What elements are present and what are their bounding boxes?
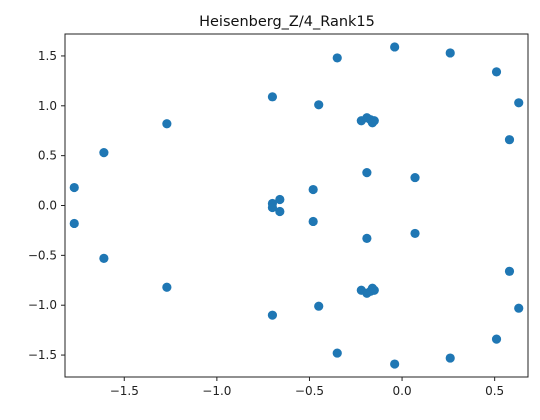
chart-title: Heisenberg_Z/4_Rank15 [199,14,375,30]
data-point [514,98,524,108]
data-point [410,172,420,183]
data-point [314,100,324,110]
data-point [308,216,318,227]
y-tick-label: −1.5 [28,348,57,362]
data-point [267,92,278,102]
data-point [504,266,515,276]
data-point [445,353,455,363]
data-point [162,282,172,292]
data-point [362,168,372,178]
y-tick-label: −0.5 [28,248,57,262]
data-point [69,218,79,229]
data-point [267,202,278,213]
data-point [267,310,278,320]
x-tick-label: 0.0 [393,384,412,398]
data-point [390,359,400,369]
x-tick-label: 0.5 [485,384,504,398]
y-tick-label: 0.0 [38,199,57,213]
y-tick-label: 1.0 [38,99,57,113]
data-point [514,303,524,313]
x-axis: −1.5 −1.0 −0.5 0.0 0.5 [110,377,504,398]
data-point [275,206,285,217]
data-point [491,67,502,77]
data-point [332,348,342,358]
data-point [491,334,502,344]
x-tick-label: −1.5 [110,384,139,398]
data-point [362,233,372,243]
data-point [314,301,324,311]
y-axis: −1.5 −1.0 −0.5 0.0 0.5 1.0 1.5 [28,49,65,362]
data-point [504,135,515,145]
points-layer [69,42,524,369]
data-point [162,119,172,129]
data-point [99,148,109,158]
y-tick-label: 1.5 [38,49,57,63]
y-tick-label: −1.0 [28,298,57,312]
data-point [308,184,318,195]
data-point [367,283,378,293]
data-point [390,42,400,52]
data-point [99,253,109,263]
x-tick-label: −0.5 [295,384,324,398]
data-point [445,48,455,58]
data-point [410,228,420,239]
data-point [275,194,285,205]
data-point [367,118,378,128]
x-tick-label: −1.0 [202,384,231,398]
y-tick-label: 0.5 [38,149,57,163]
data-point [332,53,342,63]
data-point [69,182,79,193]
